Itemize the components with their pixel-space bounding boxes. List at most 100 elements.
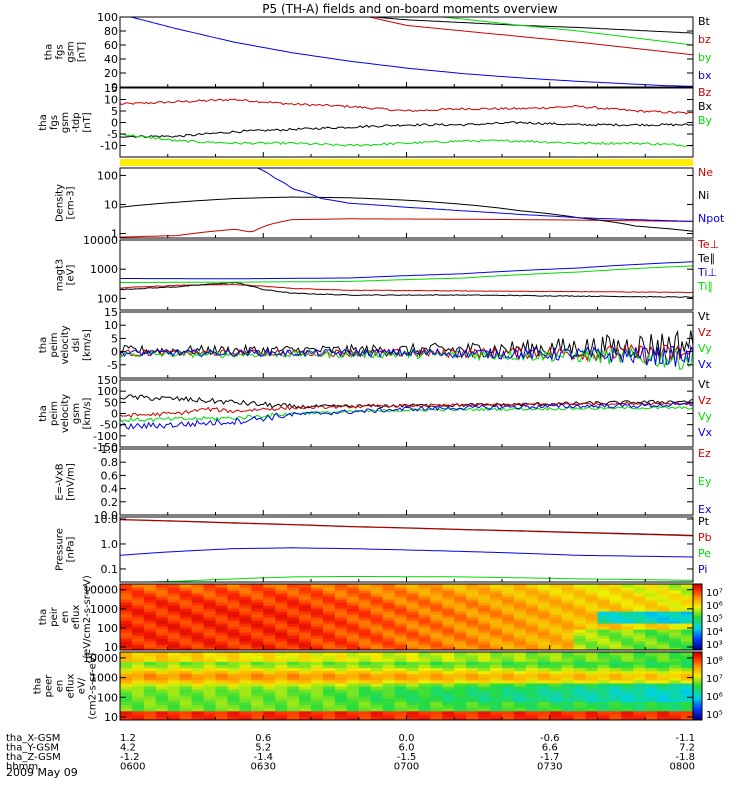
heatmap-cell — [466, 584, 479, 588]
colorbar-tick-label: 10⁶ — [706, 692, 723, 703]
heatmap-cell — [478, 682, 491, 687]
heatmap-cell — [681, 716, 693, 720]
heatmap-cell — [454, 611, 467, 615]
heatmap-cell — [561, 620, 575, 624]
heatmap-cell — [490, 664, 503, 669]
heatmap-cell — [239, 614, 252, 618]
heatmap-cell — [454, 614, 467, 618]
heatmap-cell — [382, 710, 396, 715]
heatmap-cell — [179, 620, 193, 624]
heatmap-cell — [478, 686, 491, 690]
heatmap-cell — [669, 596, 682, 600]
heatmap-cell — [466, 593, 479, 597]
heatmap-cell — [299, 686, 312, 690]
heatmap-cell — [525, 658, 539, 662]
heatmap-cell — [466, 686, 479, 690]
heatmap-cell — [120, 667, 133, 672]
heatmap-cell — [275, 641, 288, 645]
heatmap-cell — [143, 652, 157, 656]
heatmap-cell — [215, 695, 229, 699]
heatmap-cell — [513, 698, 527, 703]
heatmap-cell — [382, 584, 396, 588]
heatmap-cell — [561, 587, 575, 591]
heatmap-cell — [167, 701, 181, 706]
colorbar-tick-label: 10⁷ — [706, 588, 723, 599]
heatmap-cell — [537, 587, 551, 591]
heatmap-cell — [573, 658, 587, 662]
heatmap-cell — [669, 638, 682, 642]
heatmap-cell — [358, 590, 372, 594]
heatmap-cell — [418, 701, 431, 706]
heatmap-cell — [131, 661, 145, 665]
series-line-Ti⊥ — [120, 261, 693, 280]
heatmap-cell — [167, 608, 181, 612]
heatmap-cell — [131, 611, 145, 615]
heatmap-cell — [370, 695, 384, 699]
heatmap-cell — [334, 599, 348, 603]
heatmap-cell — [263, 605, 276, 609]
heatmap-cell — [585, 682, 599, 687]
colorbar-swatch — [693, 625, 702, 629]
heatmap-cell — [299, 626, 312, 630]
heatmap-cell — [621, 670, 634, 675]
heatmap-cell — [322, 623, 336, 627]
heatmap-cell — [454, 599, 467, 603]
heatmap-cell — [573, 716, 587, 720]
heatmap-cell — [275, 670, 288, 675]
heatmap-cell — [454, 608, 467, 612]
heatmap-cell — [513, 652, 527, 656]
heatmap-cell — [215, 670, 229, 675]
heatmap-cell — [120, 692, 133, 696]
heatmap-cell — [370, 716, 384, 720]
heatmap-cell — [167, 716, 181, 720]
heatmap-cell — [597, 664, 611, 669]
heatmap-cell — [525, 614, 539, 618]
heatmap-cell — [120, 682, 133, 687]
heatmap-cell — [394, 644, 408, 648]
y-tick-label: 100 — [97, 385, 118, 398]
heatmap-cell — [478, 707, 491, 712]
heatmap-cell — [430, 670, 443, 675]
heatmap-cell — [143, 587, 157, 591]
heatmap-cell — [609, 701, 622, 706]
heatmap-cell — [537, 602, 551, 606]
heatmap-cell — [513, 599, 527, 603]
heatmap-cell — [167, 676, 181, 681]
heatmap-cell — [490, 670, 503, 675]
heatmap-cell — [478, 611, 491, 615]
heatmap-cell — [203, 661, 217, 665]
y-axis-label: Density[cm-3] — [55, 184, 77, 222]
heatmap-cell — [287, 638, 300, 642]
heatmap-cell — [120, 704, 133, 709]
heatmap-cell — [120, 673, 133, 678]
heatmap-cell — [537, 689, 551, 693]
heatmap-cell — [490, 593, 503, 597]
heatmap-cell — [561, 605, 575, 609]
heatmap-cell — [466, 658, 479, 662]
heatmap-cell — [167, 599, 181, 603]
heatmap-cell — [561, 602, 575, 606]
heatmap-cell — [263, 584, 276, 588]
heatmap-cell — [406, 611, 420, 615]
heatmap-cell — [334, 611, 348, 615]
heatmap-cell — [370, 655, 384, 659]
heatmap-cell — [287, 652, 300, 656]
heatmap-cell — [454, 701, 467, 706]
heatmap-cell — [502, 587, 515, 591]
heatmap-cell — [227, 602, 240, 606]
heatmap-cell — [394, 676, 408, 681]
heatmap-cell — [251, 617, 264, 621]
heatmap-cell — [681, 682, 693, 687]
x-row-label: tha_Z-GSM — [6, 752, 61, 763]
colorbar-swatch — [693, 603, 702, 607]
heatmap-cell — [382, 614, 396, 618]
heatmap-cell — [299, 689, 312, 693]
heatmap-cell — [334, 623, 348, 627]
heatmap-cell — [239, 676, 252, 681]
heatmap-cell — [561, 655, 575, 659]
y-tick-label: 100 — [97, 11, 118, 24]
heatmap-cell — [549, 710, 563, 715]
heatmap-cell — [561, 647, 575, 650]
heatmap-cell — [311, 682, 324, 687]
heatmap-cell — [358, 626, 372, 630]
